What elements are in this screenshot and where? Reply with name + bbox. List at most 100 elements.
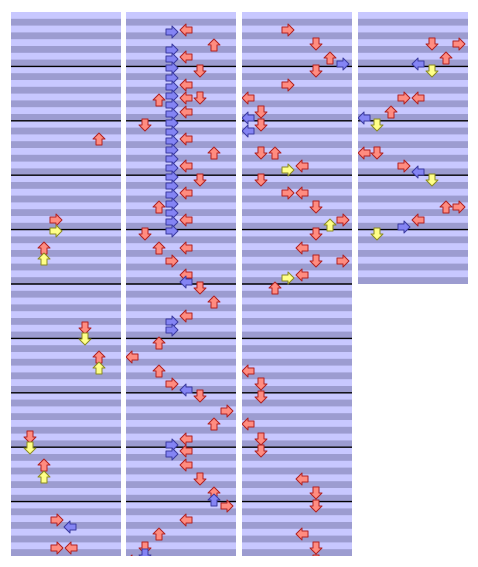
- arrow-down-yellow-icon: [425, 173, 439, 187]
- beat-stripe: [358, 195, 468, 203]
- arrow-left-red-icon: [242, 91, 255, 105]
- beat-stripe: [11, 154, 121, 163]
- beat-stripe: [242, 250, 352, 258]
- beat-stripe: [358, 263, 468, 271]
- beat-stripe: [242, 420, 352, 428]
- beat-stripe: [126, 32, 236, 40]
- arrow-left-red-icon: [295, 186, 309, 200]
- beat-stripe: [11, 148, 121, 156]
- arrow-left-red-icon: [179, 159, 193, 173]
- beat-stripe: [242, 107, 352, 115]
- beat-stripe: [242, 168, 352, 176]
- arrow-right-red-icon: [165, 377, 179, 391]
- arrow-down-red-icon: [254, 377, 268, 391]
- beat-stripe: [242, 494, 352, 503]
- beat-stripe: [11, 100, 121, 108]
- beat-stripe: [242, 467, 352, 475]
- arrow-up-red-icon: [207, 417, 221, 431]
- beat-stripe: [358, 148, 468, 156]
- beat-stripe: [242, 379, 352, 387]
- beat-stripe: [358, 52, 468, 61]
- beat-stripe: [11, 46, 121, 54]
- arrow-right-red-icon: [220, 404, 234, 418]
- beat-stripe: [11, 488, 121, 496]
- arrow-down-red-icon: [309, 227, 323, 241]
- beat-stripe: [126, 352, 236, 360]
- beat-stripe: [242, 25, 352, 33]
- beat-stripe: [11, 324, 121, 333]
- beat-stripe: [358, 161, 468, 169]
- beat-stripe: [126, 454, 236, 462]
- beat-stripe: [358, 100, 468, 108]
- beat-stripe: [242, 372, 352, 380]
- arrow-right-red-icon: [281, 78, 295, 92]
- arrow-down-blue-icon: [138, 548, 152, 556]
- arrow-up-red-icon: [207, 146, 221, 160]
- beat-stripe: [242, 386, 352, 394]
- beat-stripe: [242, 297, 352, 305]
- beat-stripe: [11, 222, 121, 231]
- beat-stripe: [242, 304, 352, 312]
- beat-stripe: [358, 120, 468, 129]
- beat-stripe: [242, 426, 352, 435]
- beat-stripe: [242, 488, 352, 496]
- arrow-down-red-icon: [193, 472, 207, 486]
- arrow-left-red-icon: [411, 213, 425, 227]
- beat-stripe: [126, 100, 236, 108]
- arrow-up-red-icon: [152, 336, 166, 350]
- arrow-down-red-icon: [309, 64, 323, 78]
- arrow-right-red-icon: [397, 159, 411, 173]
- beat-stripe: [11, 80, 121, 88]
- beat-stripe: [126, 528, 236, 537]
- arrow-down-red-icon: [193, 91, 207, 105]
- beat-stripe: [126, 318, 236, 326]
- beat-stripe: [126, 535, 236, 543]
- arrow-down-red-icon: [309, 37, 323, 51]
- beat-stripe: [242, 508, 352, 516]
- beat-stripe: [242, 515, 352, 523]
- beat-stripe: [358, 107, 468, 115]
- arrow-left-red-icon: [295, 159, 309, 173]
- beat-stripe: [358, 134, 468, 142]
- arrow-up-red-icon: [439, 200, 453, 214]
- beat-stripe: [11, 372, 121, 380]
- beat-stripe: [242, 447, 352, 455]
- arrow-up-red-icon: [152, 241, 166, 255]
- arrow-up-red-icon: [384, 105, 398, 119]
- arrow-left-red-icon: [179, 78, 193, 92]
- beat-stripe: [242, 216, 352, 224]
- beat-stripe: [358, 80, 468, 88]
- arrow-right-red-icon: [220, 499, 234, 513]
- beat-stripe: [126, 46, 236, 54]
- beat-stripe: [242, 331, 352, 339]
- beat-stripe: [126, 236, 236, 244]
- beat-stripe: [242, 284, 352, 292]
- arrow-left-red-icon: [295, 268, 309, 282]
- beat-stripe: [242, 154, 352, 163]
- arrow-left-red-icon: [179, 213, 193, 227]
- beat-stripe: [126, 86, 236, 95]
- beat-stripe: [11, 386, 121, 394]
- beat-stripe: [242, 134, 352, 142]
- arrow-down-red-icon: [309, 254, 323, 268]
- beat-stripe: [242, 80, 352, 88]
- arrow-down-red-icon: [23, 430, 37, 444]
- beat-stripe: [11, 542, 121, 550]
- beat-stripe: [242, 236, 352, 244]
- beat-stripe: [126, 365, 236, 373]
- beat-stripe: [358, 188, 468, 197]
- arrow-right-red-icon: [452, 37, 466, 51]
- beat-stripe: [126, 120, 236, 129]
- beat-stripe: [11, 73, 121, 81]
- arrow-down-red-icon: [193, 281, 207, 295]
- beat-stripe: [126, 59, 236, 67]
- arrow-right-yellow-icon: [49, 224, 63, 238]
- beat-stripe: [358, 46, 468, 54]
- beat-stripe: [126, 324, 236, 333]
- beat-stripe: [358, 114, 468, 122]
- beat-stripe: [242, 542, 352, 550]
- beat-stripe: [11, 127, 121, 135]
- arrow-down-red-icon: [309, 541, 323, 555]
- beat-stripe: [11, 270, 121, 278]
- beat-stripe: [242, 392, 352, 401]
